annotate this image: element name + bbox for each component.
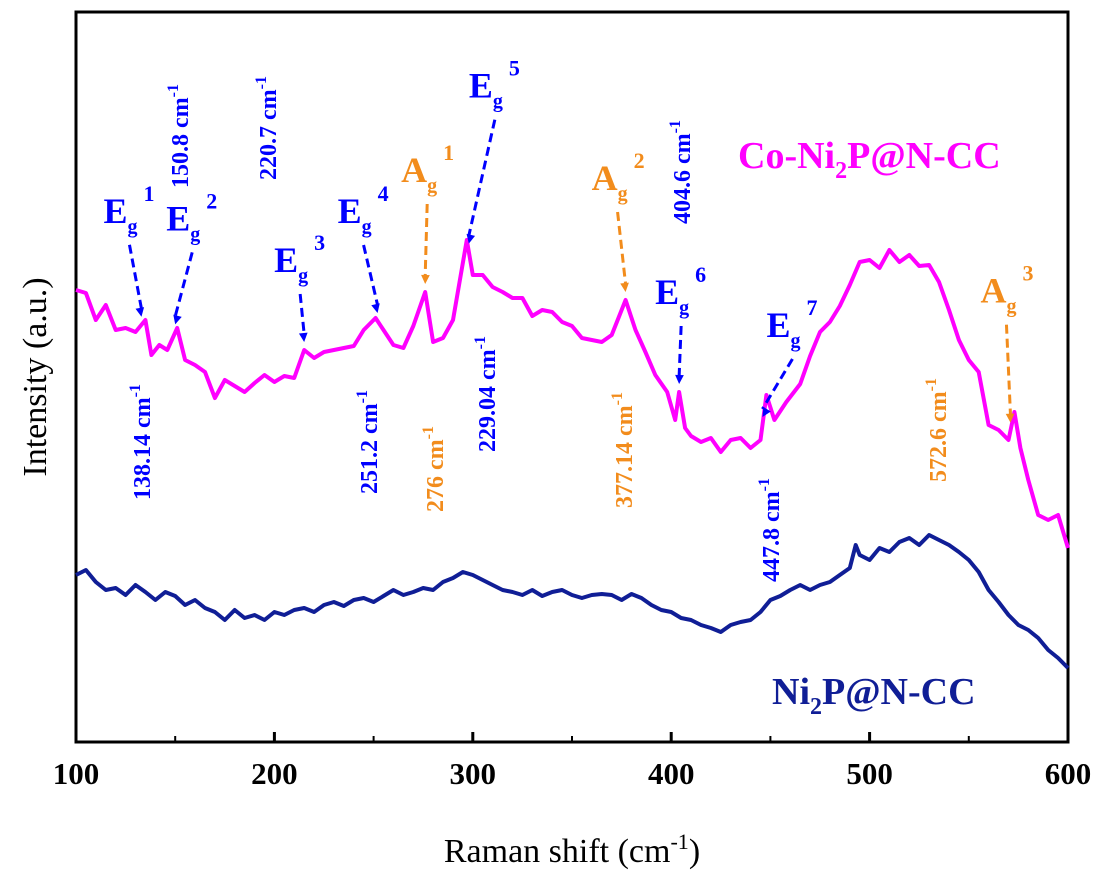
peak-A2: Ag2 [592,148,645,292]
x-tick-label: 200 [251,756,298,791]
y-axis-title: Intensity (a.u.) [17,277,54,476]
series-line-0 [75,238,1070,549]
peak-arrow-shaft [298,293,306,335]
series-label-ni2p: Ni2P@N-CC [772,671,976,720]
peak-E3: Eg3 [274,230,325,342]
peak-value-label: 404.6 cm-1 [667,120,696,224]
peak-arrow-shaft [423,203,429,277]
x-axis-title-close: ) [689,833,700,870]
peak-value-label: 276 cm-1 [420,426,449,512]
peak-mode-label: Eg2 [166,188,217,245]
series-label-co-ni2p-b: P@N-CC [847,135,1001,177]
peak-value-text: 138.14 cm-1 [127,384,156,500]
arrow-head-icon [762,407,771,417]
x-tick-label: 600 [1045,756,1092,791]
peak-mode-label: Ag3 [980,261,1033,318]
peak-arrow-shaft [761,358,794,410]
peak-value-label: 251.2 cm-1 [354,390,383,494]
peak-value-text: 229.04 cm-1 [472,336,501,452]
peak-mode-label: Ag2 [592,148,645,205]
peak-value-label: 572.6 cm-1 [923,378,952,482]
x-axis-title-sup: -1 [670,829,688,854]
peak-value-label: 138.14 cm-1 [127,384,156,500]
arrow-head-icon [173,314,182,325]
peak-value-text: 377.14 cm-1 [609,392,638,508]
peak-arrow-shaft [677,325,683,377]
arrow-head-icon [298,332,308,342]
series-label-co-ni2p: Co-Ni2P@N-CC [738,135,1001,184]
peak-mode-label: Ag1 [401,140,454,197]
peak-value-label: 377.14 cm-1 [609,392,638,508]
series-label-ni2p-a: Ni [772,671,810,713]
series-layer [75,238,1070,670]
peak-arrow-shaft [173,252,194,317]
peak-value-text: 447.8 cm-1 [756,478,785,582]
x-axis-title-main: Raman shift (cm [444,833,671,870]
peak-value-label: 447.8 cm-1 [756,478,785,582]
peak-arrow-shaft [362,244,380,306]
peak-E2: Eg2 [166,188,217,325]
peak-mode-label: Eg1 [103,181,154,238]
x-axis-title: Raman shift (cm-1) [444,829,700,870]
peak-mode-label: Eg3 [274,230,325,287]
peak-arrow-shaft [127,244,143,310]
peak-arrow-shaft [467,119,497,236]
series-line-1 [75,533,1070,670]
peak-A3: Ag3 [980,261,1033,423]
x-tick-label: 500 [846,756,893,791]
arrow-head-icon [135,307,145,317]
peak-mode-label: Eg7 [766,295,817,352]
peak-A1: Ag1 [401,140,454,284]
peak-E4: Eg4 [338,181,389,313]
peak-value-text: 220.7 cm-1 [253,76,282,180]
x-tick-label: 300 [450,756,497,791]
series-label-ni2p-b: P@N-CC [822,671,976,713]
peak-value-text: 276 cm-1 [420,426,449,512]
peak-value-text: 404.6 cm-1 [667,120,696,224]
peak-arrow-shaft [616,211,628,285]
x-tick-label: 400 [648,756,695,791]
peak-E1: Eg1 [103,181,154,317]
plot-frame [74,10,1070,744]
peak-E6: Eg6 [655,262,706,384]
peak-E5: Eg5 [466,56,520,244]
peak-value-label: 150.8 cm-1 [165,84,194,188]
peak-value-text: 150.8 cm-1 [165,84,194,188]
arrow-head-icon [1005,413,1015,423]
peak-mode-label: Eg6 [655,262,706,319]
series-label-ni2p-sub: 2 [810,694,822,720]
peak-E7: Eg7 [761,295,817,417]
peak-arrow-shaft [1004,324,1012,415]
peak-mode-label: Eg5 [469,56,520,113]
x-axis: 100 200 300 400 500 600 [53,732,1092,791]
arrow-head-icon [421,274,430,284]
arrow-head-icon [371,303,380,313]
x-tick-label: 100 [53,756,100,791]
peak-value-label: 220.7 cm-1 [253,76,282,180]
series-label-co-ni2p-sub: 2 [835,158,847,184]
series-label-co-ni2p-a: Co-Ni [738,135,835,177]
arrow-head-icon [620,282,629,292]
arrow-head-icon [675,374,684,384]
peak-mode-label: Eg4 [338,181,389,238]
peak-value-text: 572.6 cm-1 [923,378,952,482]
peak-value-label: 229.04 cm-1 [472,336,501,452]
peak-value-text: 251.2 cm-1 [354,390,383,494]
arrow-head-icon [466,233,476,244]
